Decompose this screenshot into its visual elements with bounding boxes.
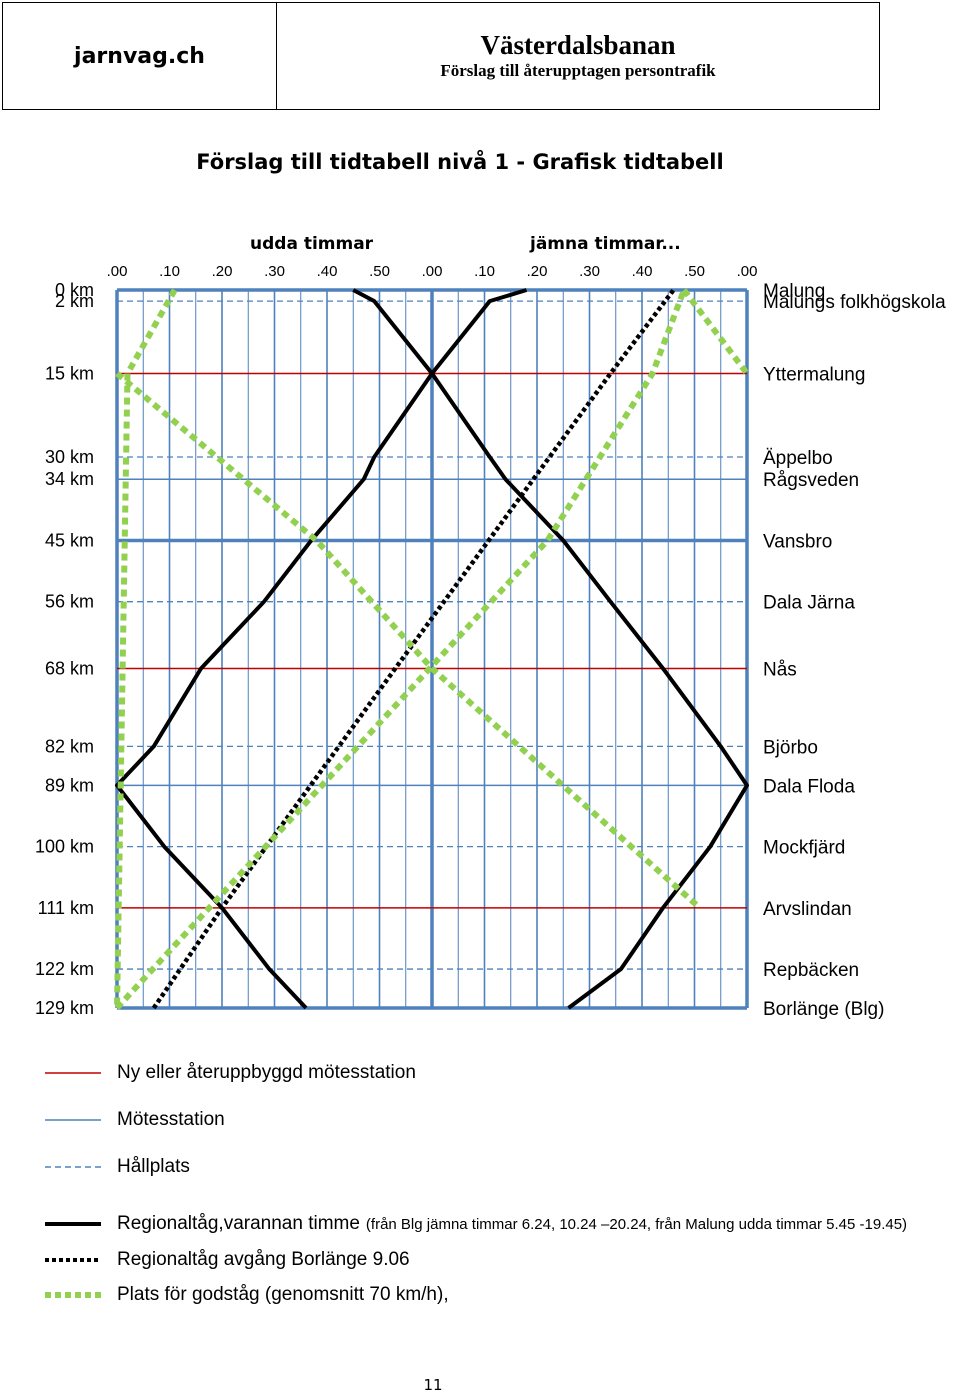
freight-path <box>681 288 750 376</box>
legend-item-new-station: Ny eller återuppbyggd mötesstation <box>45 1062 416 1084</box>
legend-label: Regionaltåg avgång Borlänge 9.06 <box>117 1249 410 1270</box>
x-tick-label: .10 <box>474 263 495 280</box>
site-box: jarnvag.ch <box>3 3 277 109</box>
legend-item-dotted: Regionaltåg avgång Borlänge 9.06 <box>45 1249 410 1271</box>
station-label: Dala Floda <box>763 776 855 797</box>
km-label: 2 km <box>55 291 94 311</box>
legend-label: Regionaltåg,varannan timme <box>117 1213 360 1234</box>
legend-label: Mötesstation <box>117 1109 225 1130</box>
station-label: Yttermalung <box>763 364 865 385</box>
special-train-path <box>151 288 676 1010</box>
title-box: Västerdalsbanan Förslag till återupptage… <box>277 3 879 109</box>
freight-path <box>114 288 178 1009</box>
station-label: Äppelbo <box>763 448 833 469</box>
dotted-line-swatch <box>45 1258 101 1262</box>
x-tick-label: .30 <box>264 263 285 280</box>
freight-path <box>115 371 702 911</box>
regional-train-path <box>352 288 749 1010</box>
legend-item-stop: Hållplats <box>45 1156 190 1178</box>
km-label: 30 km <box>45 447 94 467</box>
km-label: 34 km <box>45 469 94 489</box>
x-tick-label: .20 <box>212 263 233 280</box>
station-label: Björbo <box>763 737 818 758</box>
x-tick-label: .00 <box>422 263 443 280</box>
km-label: 82 km <box>45 736 94 756</box>
station-label: Rågsveden <box>763 470 859 491</box>
x-tick-label: .40 <box>317 263 338 280</box>
time-group-even: jämna timmar... <box>530 234 681 254</box>
graphical-timetable: 0 km Malung 2 km Malungs folkhögskola 15 km Y… <box>35 263 946 1020</box>
station-label: Malung <box>763 281 825 302</box>
dashed-line-swatch <box>45 1166 101 1168</box>
station-label: Arvslindan <box>763 899 852 920</box>
legend-item-meeting-station: Mötesstation <box>45 1109 225 1131</box>
km-label: 111 km <box>38 898 94 918</box>
km-label: 0 km <box>55 280 94 300</box>
station-label: Borlänge (Blg) <box>763 999 884 1020</box>
document-header: jarnvag.ch Västerdalsbanan Förslag till … <box>2 2 880 110</box>
regional-train-path <box>115 288 528 1010</box>
x-tick-label: .40 <box>632 263 653 280</box>
black-line-swatch <box>45 1222 101 1226</box>
site-name: jarnvag.ch <box>74 43 205 69</box>
km-label: 100 km <box>35 837 94 857</box>
legend-label: Ny eller återuppbyggd mötesstation <box>117 1062 416 1083</box>
km-label: 56 km <box>45 592 94 612</box>
page-number: 11 <box>423 1376 443 1394</box>
station-label: Malungs folkhögskola <box>763 292 946 313</box>
km-label: 68 km <box>45 658 94 678</box>
x-tick-label: .30 <box>579 263 600 280</box>
x-tick-label: .50 <box>684 263 705 280</box>
station-label: Dala Järna <box>763 593 855 614</box>
freight-path <box>114 288 687 1011</box>
km-label: 129 km <box>35 998 94 1018</box>
document-title: Västerdalsbanan <box>480 30 676 60</box>
red-line-swatch <box>45 1072 101 1074</box>
legend-label: Hållplats <box>117 1156 190 1177</box>
x-tick-label: .00 <box>107 263 128 280</box>
station-label: Repbäcken <box>763 960 859 981</box>
station-label: Vansbro <box>763 531 832 552</box>
document-subtitle: Förslag till återupptagen persontrafik <box>440 61 716 80</box>
km-label: 122 km <box>35 959 94 979</box>
km-label: 45 km <box>45 530 94 550</box>
km-label: 15 km <box>45 363 94 383</box>
x-tick-label: .00 <box>737 263 758 280</box>
x-tick-label: .50 <box>369 263 390 280</box>
station-label: Mockfjärd <box>763 838 845 859</box>
x-tick-label: .10 <box>159 263 180 280</box>
legend-item-regional: Regionaltåg,varannan timme (från Blg jäm… <box>45 1213 907 1235</box>
legend-note: (från Blg jämna timmar 6.24, 10.24 –20.2… <box>365 1215 908 1233</box>
x-tick-label: .20 <box>527 263 548 280</box>
legend-item-freight: Plats för godståg (genomsnitt 70 km/h), <box>45 1284 449 1306</box>
green-dotted-swatch <box>45 1292 101 1298</box>
km-label: 89 km <box>45 775 94 795</box>
blue-line-swatch <box>45 1119 101 1121</box>
legend-label: Plats för godståg (genomsnitt 70 km/h), <box>117 1284 449 1305</box>
time-group-odd: udda timmar <box>250 234 374 254</box>
station-label: Nås <box>763 659 797 680</box>
page-title: Förslag till tidtabell nivå 1 - Grafisk … <box>196 150 724 174</box>
